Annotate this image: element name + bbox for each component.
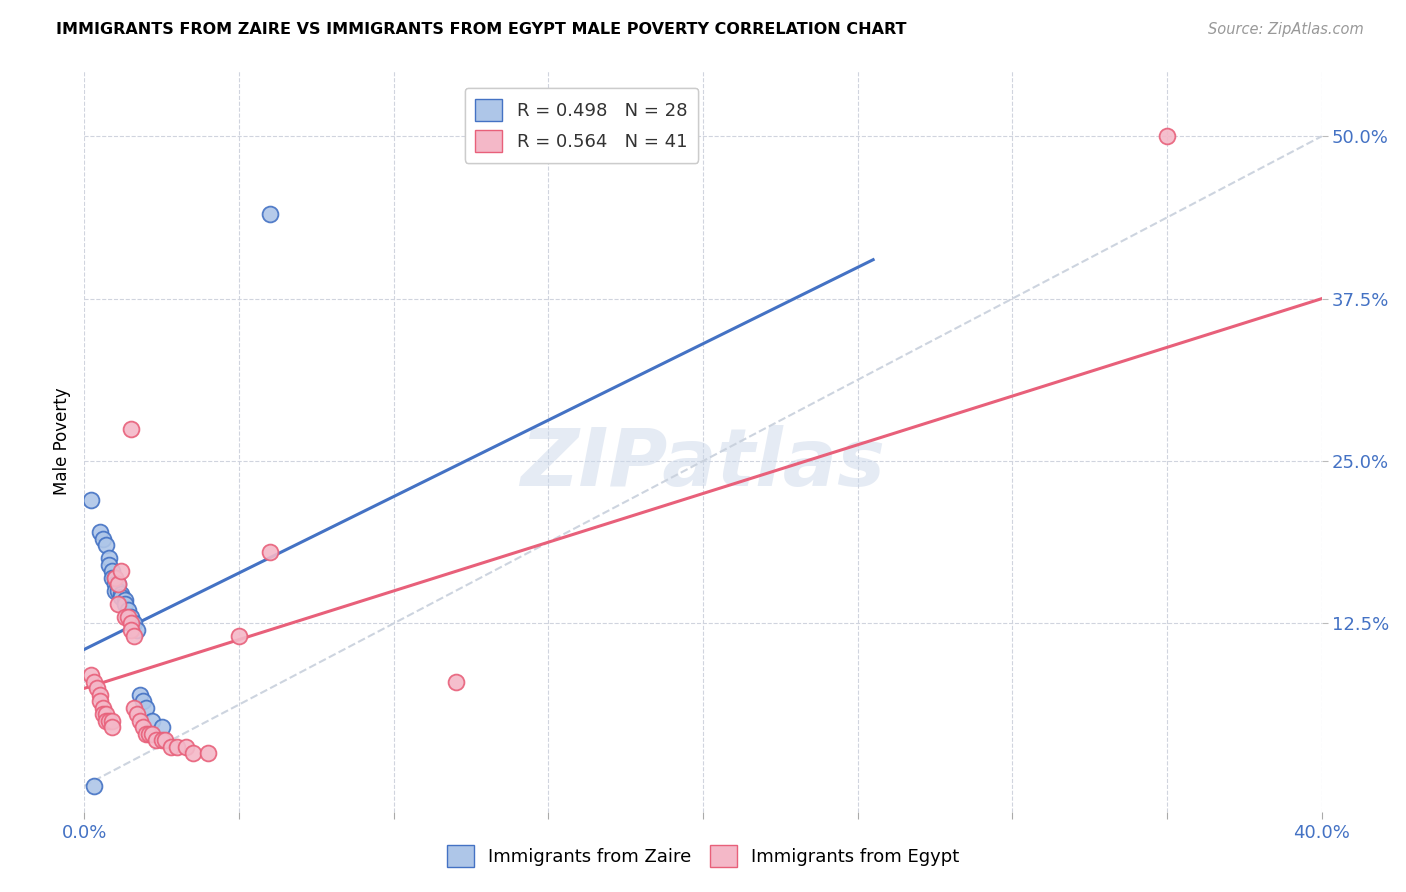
Y-axis label: Male Poverty: Male Poverty bbox=[53, 388, 72, 495]
Point bbox=[117, 603, 139, 617]
Point bbox=[150, 733, 173, 747]
Point bbox=[122, 629, 145, 643]
Point bbox=[107, 577, 129, 591]
Point bbox=[98, 714, 121, 728]
Point bbox=[125, 623, 148, 637]
Point bbox=[104, 571, 127, 585]
Point bbox=[83, 674, 105, 689]
Point bbox=[125, 707, 148, 722]
Point bbox=[79, 493, 101, 508]
Legend: Immigrants from Zaire, Immigrants from Egypt: Immigrants from Zaire, Immigrants from E… bbox=[440, 838, 966, 874]
Point bbox=[91, 532, 114, 546]
Point bbox=[94, 707, 117, 722]
Point bbox=[89, 688, 111, 702]
Point bbox=[98, 551, 121, 566]
Point bbox=[94, 714, 117, 728]
Point bbox=[141, 714, 163, 728]
Point bbox=[132, 720, 155, 734]
Point bbox=[91, 701, 114, 715]
Point bbox=[114, 597, 136, 611]
Point bbox=[101, 571, 124, 585]
Point bbox=[166, 739, 188, 754]
Point bbox=[83, 779, 105, 793]
Text: IMMIGRANTS FROM ZAIRE VS IMMIGRANTS FROM EGYPT MALE POVERTY CORRELATION CHART: IMMIGRANTS FROM ZAIRE VS IMMIGRANTS FROM… bbox=[56, 22, 907, 37]
Point bbox=[181, 746, 204, 760]
Point bbox=[153, 733, 176, 747]
Point bbox=[1156, 129, 1178, 144]
Point bbox=[107, 583, 129, 598]
Point bbox=[122, 616, 145, 631]
Point bbox=[150, 720, 173, 734]
Point bbox=[86, 681, 108, 696]
Point bbox=[135, 727, 157, 741]
Point bbox=[120, 623, 142, 637]
Point bbox=[160, 739, 183, 754]
Point bbox=[104, 583, 127, 598]
Point bbox=[122, 701, 145, 715]
Point bbox=[197, 746, 219, 760]
Point bbox=[259, 207, 281, 221]
Point bbox=[89, 694, 111, 708]
Point bbox=[129, 714, 152, 728]
Point bbox=[444, 674, 467, 689]
Legend: R = 0.498   N = 28, R = 0.564   N = 41: R = 0.498 N = 28, R = 0.564 N = 41 bbox=[464, 87, 699, 162]
Point bbox=[120, 421, 142, 435]
Point bbox=[114, 593, 136, 607]
Point bbox=[104, 571, 127, 585]
Point bbox=[101, 720, 124, 734]
Point bbox=[141, 727, 163, 741]
Point bbox=[120, 610, 142, 624]
Point bbox=[104, 577, 127, 591]
Point bbox=[135, 701, 157, 715]
Point bbox=[101, 565, 124, 579]
Point bbox=[138, 727, 160, 741]
Point bbox=[110, 586, 132, 600]
Point bbox=[120, 616, 142, 631]
Point bbox=[176, 739, 198, 754]
Point bbox=[228, 629, 250, 643]
Text: ZIPatlas: ZIPatlas bbox=[520, 425, 886, 503]
Point bbox=[94, 538, 117, 552]
Point bbox=[114, 610, 136, 624]
Point bbox=[107, 577, 129, 591]
Point bbox=[132, 694, 155, 708]
Text: Source: ZipAtlas.com: Source: ZipAtlas.com bbox=[1208, 22, 1364, 37]
Point bbox=[79, 668, 101, 682]
Point bbox=[101, 714, 124, 728]
Point bbox=[110, 591, 132, 605]
Point bbox=[129, 688, 152, 702]
Point bbox=[98, 558, 121, 572]
Point bbox=[117, 610, 139, 624]
Point bbox=[145, 733, 167, 747]
Point bbox=[91, 707, 114, 722]
Point bbox=[107, 597, 129, 611]
Point bbox=[89, 525, 111, 540]
Point bbox=[259, 545, 281, 559]
Point bbox=[110, 565, 132, 579]
